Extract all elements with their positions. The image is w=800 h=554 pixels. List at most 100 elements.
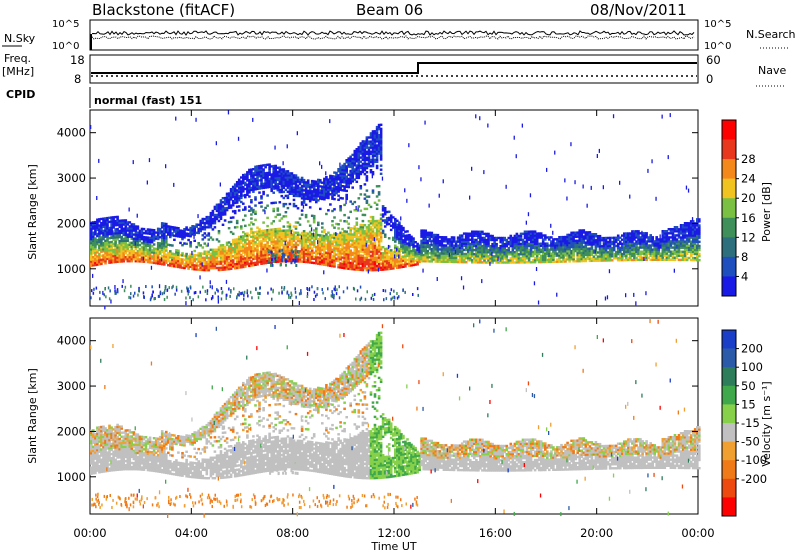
heatmap-cell [94, 245, 97, 248]
heatmap-cell [505, 253, 509, 256]
heatmap-cell [327, 245, 330, 249]
heatmap-cell [594, 239, 598, 242]
heatmap-cell [290, 172, 294, 175]
heatmap-cell [260, 229, 263, 233]
heatmap-cell [112, 226, 115, 229]
heatmap-cell [375, 219, 379, 223]
heatmap-cell [440, 252, 444, 255]
heatmap-cell [138, 235, 142, 239]
heatmap-cell [365, 254, 369, 258]
heatmap-cell [229, 261, 233, 264]
heatmap-cell [416, 244, 419, 248]
heatmap-cell [361, 154, 365, 157]
heatmap-cell [165, 245, 168, 248]
heatmap-cell [349, 180, 352, 183]
heatmap-cell [272, 177, 275, 180]
heatmap-cell [400, 245, 403, 248]
heatmap-cell [359, 266, 363, 270]
heatmap-cell [315, 184, 318, 187]
heatmap-cell [244, 263, 247, 266]
heatmap-cell [357, 242, 361, 245]
heatmap-cell [365, 256, 369, 260]
heatmap-cell [284, 233, 288, 236]
heatmap-cell [104, 229, 107, 232]
heatmap-cell [485, 251, 488, 254]
heatmap-cell [317, 246, 320, 249]
heatmap-cell [288, 190, 292, 193]
heatmap-cell [404, 253, 407, 256]
heatmap-cell [308, 189, 312, 193]
heatmap-cell [440, 242, 444, 245]
heatmap-cell [355, 237, 359, 241]
heatmap-cell [233, 193, 237, 196]
heatmap-cell [576, 239, 579, 242]
heatmap-cell [357, 168, 361, 171]
heatmap-cell [357, 205, 361, 208]
heatmap-cell [262, 168, 265, 171]
heatmap-cell [525, 234, 529, 237]
heatmap-cell [286, 190, 290, 193]
heatmap-cell [122, 229, 125, 232]
heatmap-cell [298, 190, 302, 194]
heatmap-cell [246, 261, 249, 264]
heatmap-cell [363, 264, 367, 268]
heatmap-cell [546, 167, 548, 172]
heatmap-cell [422, 260, 425, 263]
heatmap-cell [229, 230, 233, 234]
heatmap-cell [304, 236, 308, 239]
heatmap-cell [351, 257, 354, 261]
heatmap-cell [404, 263, 407, 266]
heatmap-cell [511, 255, 515, 258]
heatmap-cell [600, 253, 604, 256]
heatmap-cell [353, 260, 357, 263]
heatmap-cell [347, 185, 350, 189]
heatmap-cell [456, 250, 460, 254]
heatmap-cell [331, 181, 334, 184]
heatmap-cell [552, 260, 555, 263]
heatmap-cell [535, 250, 539, 254]
heatmap-cell [414, 249, 417, 252]
heatmap-cell [335, 247, 338, 250]
heatmap-cell [201, 221, 205, 225]
heatmap-cell [321, 255, 324, 258]
heatmap-cell [497, 257, 499, 262]
heatmap-cell [448, 248, 452, 251]
heatmap-cell [369, 250, 373, 253]
heatmap-cell [250, 252, 253, 255]
heatmap-cell [134, 235, 138, 238]
heatmap-cell [235, 181, 239, 184]
heatmap-cell [235, 197, 239, 200]
heatmap-cell [600, 249, 604, 252]
heatmap-cell [600, 259, 604, 262]
heatmap-cell [349, 235, 352, 238]
heatmap-cell [163, 230, 166, 233]
heatmap-cell [128, 245, 132, 249]
heatmap-cell [92, 264, 95, 267]
heatmap-cell [495, 257, 498, 260]
heatmap-cell [337, 247, 340, 250]
heatmap-cell [156, 256, 160, 259]
heatmap-cell [333, 208, 336, 211]
heatmap-cell [568, 256, 571, 259]
heatmap-cell [148, 251, 152, 254]
heatmap-cell [578, 257, 581, 261]
heatmap-cell [495, 242, 498, 246]
heatmap-cell [116, 221, 119, 225]
heatmap-cell [343, 262, 346, 266]
heatmap-cell [128, 233, 132, 236]
heatmap-cell [550, 260, 553, 264]
heatmap-cell [276, 260, 280, 263]
heatmap-cell [292, 176, 296, 179]
heatmap-cell [199, 256, 202, 259]
heatmap-cell [428, 203, 430, 208]
heatmap-cell [578, 247, 581, 251]
heatmap-cell [163, 244, 166, 248]
heatmap-cell [373, 148, 377, 151]
heatmap-cell [294, 184, 298, 187]
heatmap-cell [213, 250, 217, 253]
heatmap-cell [319, 242, 322, 245]
heatmap-cell [592, 241, 596, 244]
heatmap-cell [596, 239, 600, 242]
heatmap-cell [381, 229, 385, 232]
heatmap-cell [106, 229, 109, 232]
